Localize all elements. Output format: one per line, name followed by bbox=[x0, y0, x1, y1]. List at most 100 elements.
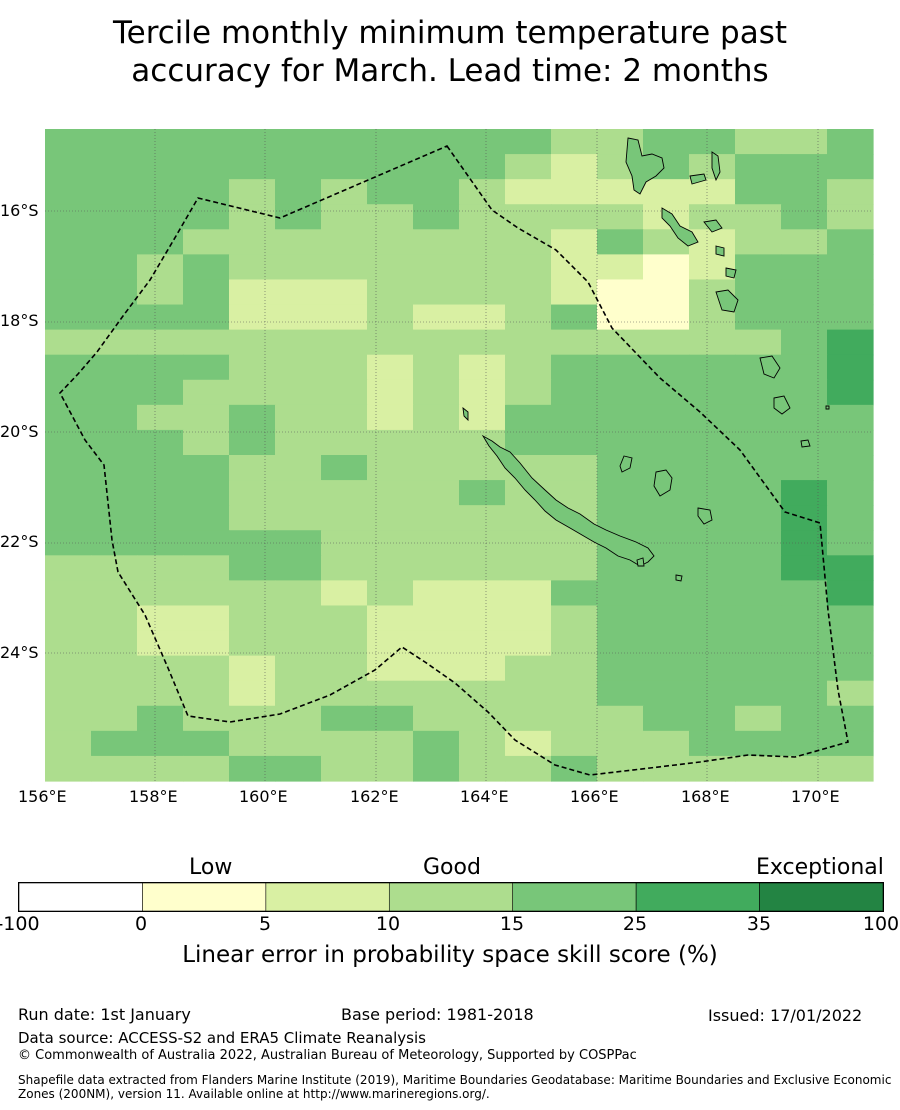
tick-label: 15 bbox=[499, 913, 525, 935]
grid-cell bbox=[183, 655, 230, 682]
grid-cell bbox=[505, 179, 552, 205]
grid-cell bbox=[275, 254, 322, 281]
grid-cell bbox=[413, 179, 460, 205]
data-source: Data source: ACCESS-S2 and ERA5 Climate … bbox=[18, 1029, 426, 1047]
grid-cell bbox=[321, 505, 368, 531]
grid-cell bbox=[459, 354, 506, 381]
hunter-island bbox=[825, 405, 830, 410]
grid-cell bbox=[275, 680, 322, 707]
grid-cell bbox=[413, 455, 460, 481]
grid-cell bbox=[781, 204, 828, 230]
grid-cell bbox=[321, 354, 368, 381]
grid-cell bbox=[91, 179, 138, 205]
grid-cell bbox=[367, 304, 414, 331]
grid-cell bbox=[505, 154, 552, 180]
grid-cell bbox=[91, 304, 138, 331]
grid-cell bbox=[597, 404, 644, 431]
grid-cell bbox=[45, 329, 92, 356]
grid-cell bbox=[827, 580, 874, 607]
lat-label-16s: 16°S bbox=[0, 201, 39, 220]
grid-cell bbox=[367, 179, 414, 205]
grid-cell bbox=[781, 730, 828, 757]
malekula bbox=[661, 207, 699, 247]
grid-cell bbox=[91, 480, 138, 506]
grid-cell bbox=[413, 204, 460, 230]
grid-cell bbox=[45, 655, 92, 682]
grid-cell bbox=[505, 404, 552, 431]
tick-label: 5 bbox=[258, 913, 272, 935]
grid-cell bbox=[91, 630, 138, 657]
grid-cell bbox=[137, 179, 184, 205]
grid-cell bbox=[459, 179, 506, 205]
grid-cell bbox=[459, 304, 506, 331]
grid-cell bbox=[689, 555, 736, 581]
grid-cell bbox=[137, 680, 184, 707]
grid-cell bbox=[413, 580, 460, 607]
grid-cell bbox=[689, 705, 736, 732]
grid-cell bbox=[735, 555, 782, 581]
tick-label: 35 bbox=[746, 913, 772, 935]
grid-cell bbox=[413, 655, 460, 682]
grid-cell bbox=[183, 254, 230, 281]
grid-cell bbox=[367, 580, 414, 607]
lifou-island bbox=[653, 469, 673, 497]
grid-cell bbox=[551, 655, 598, 682]
grid-cell bbox=[229, 705, 276, 732]
grid-cell bbox=[827, 229, 874, 255]
grid-cell bbox=[689, 680, 736, 707]
grid-cell bbox=[229, 279, 276, 306]
grid-cell bbox=[45, 404, 92, 431]
grid-cell bbox=[735, 605, 782, 632]
grid-cell bbox=[183, 129, 230, 155]
grid-cell bbox=[321, 480, 368, 506]
grid-cell bbox=[735, 680, 782, 707]
grid-cell bbox=[597, 379, 644, 406]
grid-cell bbox=[183, 480, 230, 506]
grid-cell bbox=[321, 229, 368, 255]
grid-cell bbox=[275, 705, 322, 732]
grid-cell bbox=[137, 404, 184, 431]
grid-cell bbox=[551, 304, 598, 331]
grid-cell bbox=[229, 555, 276, 581]
grid-cell bbox=[229, 304, 276, 331]
grid-cell bbox=[183, 404, 230, 431]
grid-cell bbox=[597, 680, 644, 707]
grid-cell bbox=[321, 655, 368, 682]
grid-cell bbox=[827, 154, 874, 180]
grid-cell bbox=[413, 304, 460, 331]
grid-cell bbox=[551, 179, 598, 205]
grid-cell bbox=[827, 555, 874, 581]
grid-cell bbox=[367, 455, 414, 481]
grid-cell bbox=[781, 329, 828, 356]
lon-label-168e: 168°E bbox=[681, 787, 730, 806]
grid-cell bbox=[45, 480, 92, 506]
grid-cell bbox=[827, 680, 874, 707]
grid-cell bbox=[781, 455, 828, 481]
grid-cell bbox=[45, 254, 92, 281]
grid-cell bbox=[229, 630, 276, 657]
lon-label-156e: 156°E bbox=[18, 787, 67, 806]
grid-cell bbox=[367, 379, 414, 406]
copyright: © Commonwealth of Australia 2022, Austra… bbox=[18, 1048, 637, 1063]
grid-cell bbox=[459, 129, 506, 155]
grid-cell bbox=[45, 455, 92, 481]
grid-cell bbox=[597, 480, 644, 506]
grid-cell bbox=[597, 705, 644, 732]
grid-cell bbox=[781, 630, 828, 657]
eez-boundary bbox=[59, 145, 849, 776]
grid-cell bbox=[551, 354, 598, 381]
grid-cell bbox=[735, 254, 782, 281]
grid-cell bbox=[781, 229, 828, 255]
grid-cell bbox=[183, 379, 230, 406]
grid-cell bbox=[827, 254, 874, 281]
grid-cell bbox=[827, 530, 874, 556]
tick-label: 100 bbox=[862, 913, 900, 935]
ouvea-island bbox=[619, 455, 633, 473]
grid-cell bbox=[321, 680, 368, 707]
grid-cell bbox=[551, 455, 598, 481]
grid-cell bbox=[459, 630, 506, 657]
grid-cell bbox=[689, 605, 736, 632]
coastlines bbox=[462, 137, 830, 582]
grid-cell bbox=[551, 204, 598, 230]
grid-cell bbox=[183, 354, 230, 381]
